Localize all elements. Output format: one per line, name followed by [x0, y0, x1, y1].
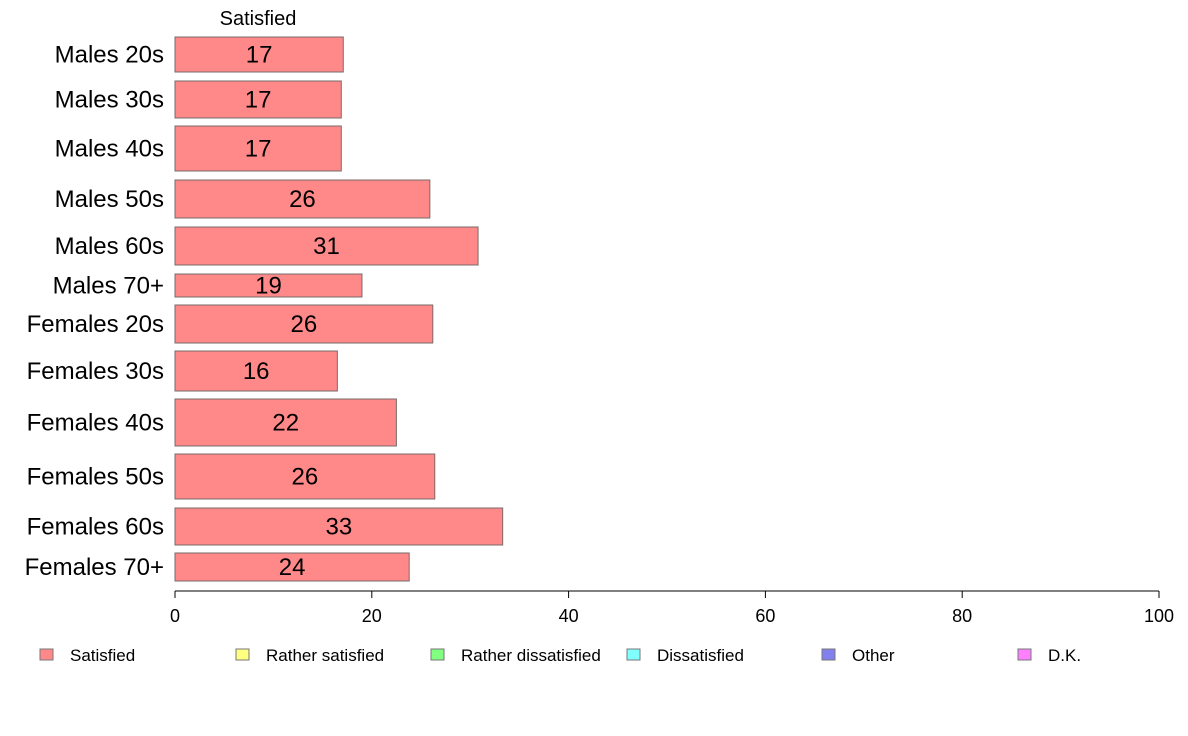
bar-value-label-8: 22	[272, 410, 299, 437]
category-label-4: Males 60s	[55, 233, 164, 260]
category-labels: Males 20s Males 30s Males 40s Males 50s Male…	[25, 42, 164, 582]
legend-swatch-5	[1017, 648, 1032, 661]
bar-value-label-2: 17	[245, 136, 272, 163]
category-label-3: Males 50s	[55, 186, 164, 213]
x-axis: 0 20 40 60 80 100	[170, 590, 1174, 626]
bar-1	[174, 80, 342, 119]
category-label-11: Females 70+	[25, 554, 164, 581]
bar-8	[174, 398, 397, 447]
bar-value-label-10: 33	[325, 514, 352, 541]
legend-label-0: Satisfied	[70, 646, 135, 665]
legend-swatch-0	[39, 648, 54, 661]
legend-swatch-3	[626, 648, 641, 661]
column-header: Satisfied	[220, 8, 297, 30]
bar-value-label-5: 19	[255, 273, 282, 300]
x-tick-label-1: 20	[362, 606, 382, 626]
legend-label-2: Rather dissatisfied	[461, 646, 601, 665]
category-label-10: Females 60s	[27, 514, 164, 541]
legend-swatch-1	[235, 648, 250, 661]
legend: Satisfied Rather satisfied Rather dissatis…	[39, 646, 1081, 665]
bar-11	[174, 552, 410, 582]
category-label-9: Females 50s	[27, 464, 164, 491]
bar-0	[174, 36, 344, 73]
bar-value-label-7: 16	[243, 358, 270, 385]
x-tick-label-4: 80	[952, 606, 972, 626]
bar-3	[174, 179, 431, 219]
category-label-1: Males 30s	[55, 87, 164, 114]
legend-swatch-4	[821, 648, 836, 661]
category-label-2: Males 40s	[55, 136, 164, 163]
category-label-7: Females 30s	[27, 358, 164, 385]
bar-value-label-11: 24	[279, 554, 306, 581]
category-label-0: Males 20s	[55, 42, 164, 69]
bar-value-label-6: 26	[291, 311, 318, 338]
bar-9	[174, 453, 436, 500]
bar-10	[174, 507, 504, 546]
bar-2	[174, 125, 342, 172]
legend-swatch-2	[430, 648, 445, 661]
bar-value-label-1: 17	[245, 87, 272, 114]
x-tick-label-2: 40	[559, 606, 579, 626]
legend-label-3: Dissatisfied	[657, 646, 744, 665]
x-tick-label-5: 100	[1144, 606, 1174, 626]
category-label-6: Females 20s	[27, 311, 164, 338]
x-tick-label-0: 0	[170, 606, 180, 626]
legend-label-4: Other	[852, 646, 895, 665]
category-label-5: Males 70+	[53, 273, 164, 300]
bar-value-label-4: 31	[313, 233, 340, 260]
category-label-8: Females 40s	[27, 410, 164, 437]
legend-label-1: Rather satisfied	[266, 646, 384, 665]
bar-value-label-3: 26	[289, 186, 316, 213]
bar-7	[174, 350, 338, 392]
bar-value-label-9: 26	[292, 464, 319, 491]
bar-6	[174, 304, 434, 344]
legend-label-5: D.K.	[1048, 646, 1081, 665]
bar-4	[174, 226, 479, 266]
bar-value-label-0: 17	[246, 42, 273, 69]
bar-5	[174, 273, 363, 298]
x-tick-label-3: 60	[755, 606, 775, 626]
